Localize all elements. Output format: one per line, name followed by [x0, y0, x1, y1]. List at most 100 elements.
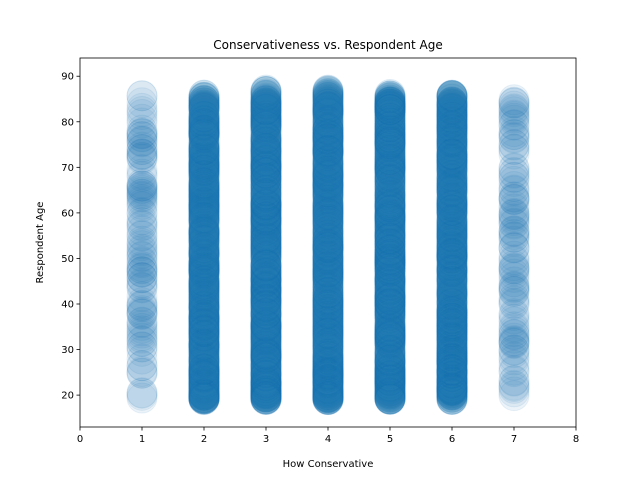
scatter-point: [312, 98, 344, 130]
scatter-point: [250, 171, 282, 203]
scatter-point: [188, 367, 220, 399]
scatter-point: [250, 226, 282, 258]
scatter-point: [188, 224, 220, 256]
scatter-point: [188, 181, 220, 213]
scatter-point: [188, 191, 220, 223]
scatter-point: [188, 94, 220, 126]
scatter-point: [188, 345, 220, 377]
scatter-point: [188, 110, 220, 142]
scatter-point: [250, 265, 282, 297]
scatter-point: [188, 172, 220, 204]
scatter-point: [250, 310, 282, 342]
scatter-point: [250, 276, 282, 308]
scatter-point: [250, 278, 282, 310]
scatter-point: [188, 118, 220, 150]
scatter-point: [250, 368, 282, 400]
scatter-point: [188, 250, 220, 282]
scatter-point: [188, 354, 220, 386]
scatter-point: [188, 379, 220, 411]
scatter-point: [126, 215, 158, 247]
scatter-point: [188, 315, 220, 347]
scatter-point: [188, 142, 220, 174]
scatter-point: [188, 251, 220, 283]
scatter-point: [250, 320, 282, 352]
scatter-point: [250, 350, 282, 382]
scatter-point: [250, 167, 282, 199]
scatter-point: [374, 283, 406, 315]
scatter-point: [188, 276, 220, 308]
scatter-point: [126, 271, 158, 303]
scatter-point: [188, 358, 220, 390]
scatter-point: [188, 168, 220, 200]
scatter-point: [188, 314, 220, 346]
scatter-point: [188, 320, 220, 352]
scatter-point: [188, 270, 220, 302]
scatter-point: [250, 216, 282, 248]
scatter-point: [188, 383, 220, 415]
scatter-point: [250, 205, 282, 237]
scatter-point: [188, 362, 220, 394]
scatter-point: [188, 331, 220, 363]
scatter-point: [188, 375, 220, 407]
scatter-point: [188, 191, 220, 223]
scatter-point: [250, 378, 282, 410]
scatter-point: [188, 169, 220, 201]
scatter-point: [188, 218, 220, 250]
scatter-point: [188, 138, 220, 170]
scatter-point: [188, 82, 220, 114]
scatter-point: [436, 153, 468, 185]
scatter-point: [188, 180, 220, 212]
scatter-point: [188, 104, 220, 136]
scatter-point: [250, 221, 282, 253]
scatter-point: [188, 153, 220, 185]
scatter-point: [126, 377, 158, 409]
scatter-point: [436, 227, 468, 259]
scatter-point: [188, 101, 220, 133]
scatter-point: [188, 223, 220, 255]
scatter-point: [188, 279, 220, 311]
scatter-point: [188, 321, 220, 353]
scatter-point: [188, 268, 220, 300]
scatter-point: [188, 153, 220, 185]
scatter-point: [188, 235, 220, 267]
scatter-point: [188, 329, 220, 361]
scatter-point: [188, 311, 220, 343]
scatter-point: [126, 134, 158, 166]
scatter-point: [188, 341, 220, 373]
scatter-point: [250, 217, 282, 249]
scatter-point: [250, 152, 282, 184]
scatter-point: [188, 220, 220, 252]
scatter-point: [188, 202, 220, 234]
scatter-point: [250, 276, 282, 308]
scatter-point: [188, 140, 220, 172]
scatter-point: [250, 310, 282, 342]
scatter-point: [188, 179, 220, 211]
scatter-point: [188, 79, 220, 111]
scatter-point: [188, 151, 220, 183]
scatter-point: [250, 359, 282, 391]
scatter-point: [188, 252, 220, 284]
scatter-point: [188, 115, 220, 147]
scatter-point: [188, 341, 220, 373]
scatter-point: [188, 157, 220, 189]
scatter-point: [250, 274, 282, 306]
scatter-point: [188, 221, 220, 253]
scatter-point: [436, 316, 468, 348]
scatter-point: [250, 214, 282, 246]
scatter-point: [498, 174, 530, 206]
scatter-point: [250, 254, 282, 286]
scatter-point: [250, 191, 282, 223]
scatter-point: [250, 324, 282, 356]
scatter-point: [250, 189, 282, 221]
scatter-point: [250, 152, 282, 184]
scatter-point: [250, 153, 282, 185]
scatter-point: [188, 98, 220, 130]
scatter-point: [126, 178, 158, 210]
scatter-point: [250, 91, 282, 123]
scatter-point: [188, 254, 220, 286]
scatter-point: [188, 84, 220, 116]
scatter-point: [250, 205, 282, 237]
y-tick-label: 40: [61, 300, 74, 311]
scatter-point: [188, 353, 220, 385]
